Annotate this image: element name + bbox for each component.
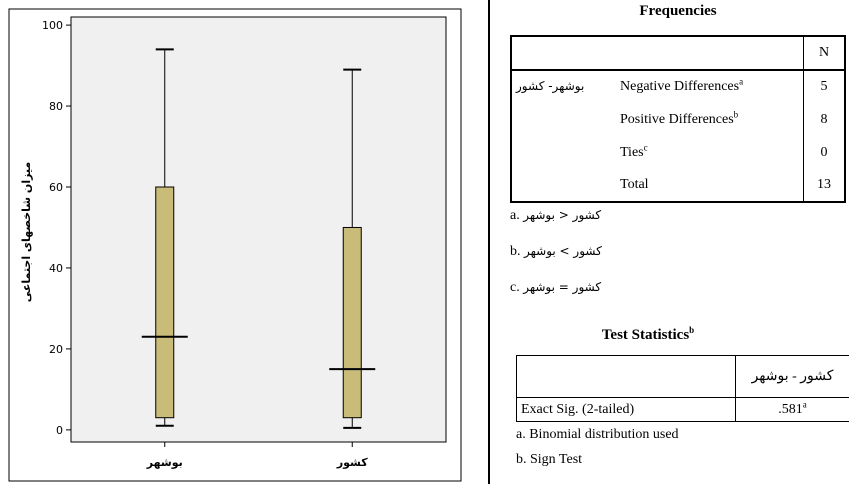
row-label: Tiesc bbox=[612, 136, 804, 169]
test-statistics-title-text: Test Statistics bbox=[601, 327, 690, 343]
col-header-pair: کشور - بوشهر bbox=[735, 355, 849, 398]
exact-sig-number: .581 bbox=[778, 401, 803, 417]
row-value: 13 bbox=[803, 169, 846, 203]
table-row: Positive Differencesb 8 bbox=[511, 103, 846, 136]
y-tick-label: 0 bbox=[56, 424, 63, 437]
frequencies-note: a. کشور < بوشهر bbox=[510, 208, 601, 224]
x-tick-label: بوشهر bbox=[146, 456, 183, 469]
note-prefix: a. bbox=[510, 208, 524, 223]
table-header-row: کشور - بوشهر bbox=[516, 355, 849, 398]
row-value: 8 bbox=[803, 103, 846, 136]
header-blank bbox=[516, 355, 736, 398]
note-text: کشور > بوشهر bbox=[524, 244, 602, 258]
y-tick-label: 40 bbox=[49, 262, 63, 275]
row-label-text: Positive Differences bbox=[620, 111, 734, 127]
row-group-label: بوشهر- کشور bbox=[510, 70, 612, 203]
row-value: 5 bbox=[803, 70, 846, 103]
exact-sig-value: .581a bbox=[735, 397, 849, 422]
note-prefix: b. bbox=[510, 244, 524, 259]
box bbox=[155, 186, 175, 419]
row-label: Positive Differencesb bbox=[612, 103, 804, 136]
y-tick-label: 80 bbox=[49, 100, 63, 113]
frequencies-title: Frequencies bbox=[639, 3, 717, 19]
boxplot-chart: 0 20 40 60 80 100 بوشهر کشور میزان شاخصهای اجت… bbox=[8, 8, 462, 482]
plot-area bbox=[70, 16, 447, 443]
y-axis: 0 20 40 60 80 100 bbox=[42, 19, 71, 437]
table-row: Total 13 bbox=[511, 169, 846, 203]
row-label-text: Ties bbox=[620, 144, 644, 160]
header-blank bbox=[510, 35, 804, 71]
row-label-sup: a bbox=[739, 76, 744, 87]
table-row: Tiesc 0 bbox=[511, 136, 846, 169]
frequencies-note: c. کشور = بوشهر bbox=[510, 280, 601, 296]
y-tick-label: 60 bbox=[49, 181, 63, 194]
table-row: Exact Sig. (2-tailed) .581a bbox=[516, 397, 849, 422]
exact-sig-sup: a bbox=[802, 398, 807, 409]
boxplot-svg: 0 20 40 60 80 100 بوشهر کشور میزان شاخصهای اجت… bbox=[8, 8, 462, 482]
frequencies-note: b. کشور > بوشهر bbox=[510, 244, 602, 260]
box bbox=[342, 226, 362, 419]
x-axis: بوشهر کشور bbox=[146, 442, 368, 469]
row-label-text: Total bbox=[620, 177, 649, 192]
row-label: Negative Differencesa bbox=[612, 70, 804, 103]
test-statistics-table: کشور - بوشهر Exact Sig. (2-tailed) .581a bbox=[516, 355, 849, 422]
row-value: 0 bbox=[803, 136, 846, 169]
spss-output: Frequencies N بوشهر- کشور Negative Differ… bbox=[488, 0, 849, 484]
row-label: Total bbox=[612, 169, 804, 203]
test-statistics-title: Test Statisticsb bbox=[568, 325, 728, 344]
note-prefix: c. bbox=[510, 280, 524, 295]
row-label-sup: c bbox=[643, 141, 648, 152]
row-label-sup: b bbox=[733, 108, 739, 119]
test-note-b: b. Sign Test bbox=[516, 452, 583, 467]
frequencies-table: N بوشهر- کشور Negative Differencesa 5 Posit… bbox=[510, 35, 846, 203]
boxes bbox=[141, 48, 376, 429]
test-statistics-title-sup: b bbox=[689, 325, 695, 335]
x-tick-label: کشور bbox=[336, 456, 368, 469]
table-row: بوشهر- کشور Negative Differencesa 5 bbox=[510, 70, 846, 203]
note-text: کشور < بوشهر bbox=[523, 208, 602, 222]
y-axis-label: میزان شاخصهای اجتماعی bbox=[20, 162, 33, 303]
col-header-n: N bbox=[803, 35, 846, 71]
row-label-exact-sig: Exact Sig. (2-tailed) bbox=[516, 397, 736, 422]
test-note-a: a. Binomial distribution used bbox=[516, 427, 679, 442]
y-tick-label: 20 bbox=[49, 343, 63, 356]
note-text: کشور = بوشهر bbox=[523, 280, 602, 294]
y-tick-label: 100 bbox=[42, 19, 63, 32]
table-header-row: N bbox=[510, 35, 846, 71]
row-label-text: Negative Differences bbox=[620, 79, 740, 94]
